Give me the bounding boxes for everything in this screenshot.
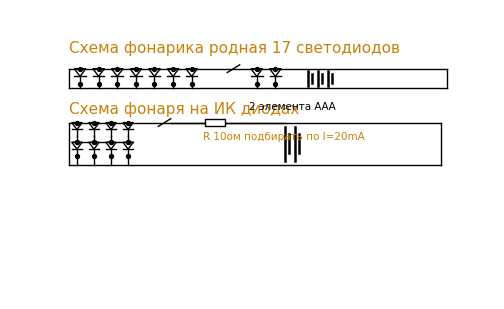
Text: Схема фонаря на ИК диодах: Схема фонаря на ИК диодах <box>69 102 299 117</box>
Bar <box>205 119 225 126</box>
Text: R 10ом подбирать по I=20mA: R 10ом подбирать по I=20mA <box>203 132 365 142</box>
Text: 2 элемента ААА: 2 элемента ААА <box>249 102 336 112</box>
Text: Схема фонарика родная 17 светодиодов: Схема фонарика родная 17 светодиодов <box>69 41 400 56</box>
